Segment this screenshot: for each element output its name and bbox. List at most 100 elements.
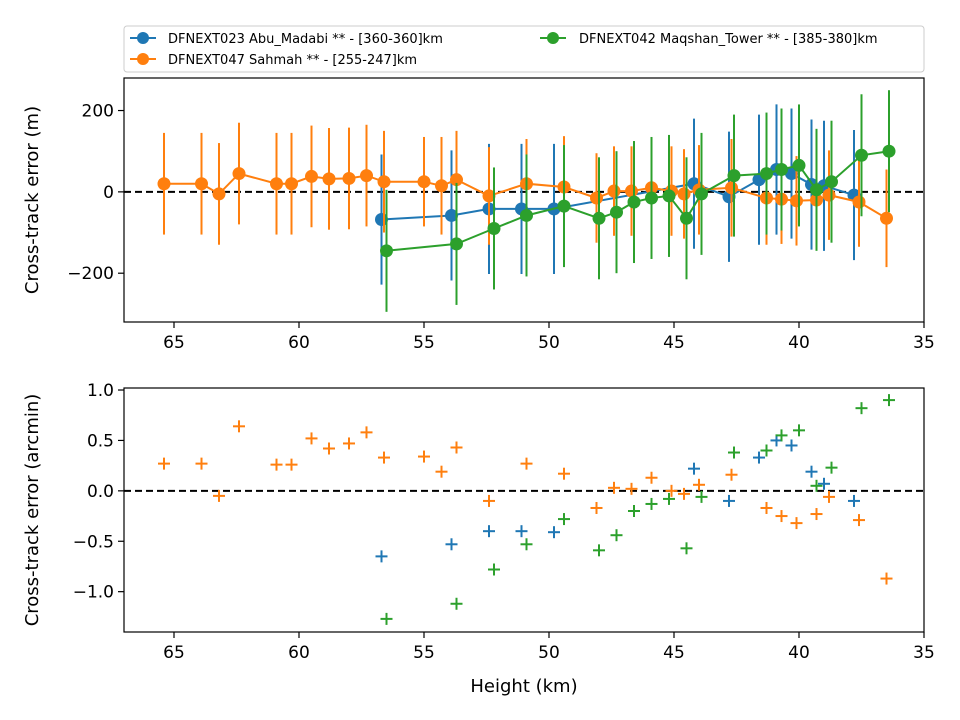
x-tick-label: 60 [288,333,310,353]
top-panel-data [124,90,924,312]
data-point [450,237,463,251]
data-point [775,510,788,523]
data-point [680,542,693,555]
data-point [760,501,773,514]
data-point [520,208,533,222]
data-point [195,457,208,470]
x-tick-label: 45 [663,643,685,663]
data-point [810,183,823,197]
data-point [880,211,893,225]
y-tick-label: 0.0 [87,482,114,502]
data-point [342,171,356,185]
data-point [790,194,803,208]
data-point [883,394,895,407]
data-point [853,514,865,527]
data-point [232,167,246,181]
data-point [628,505,640,518]
data-point [880,572,893,585]
data-point [212,187,226,201]
data-point [487,221,501,235]
data-point [305,432,318,445]
data-point [213,489,225,502]
data-point [663,492,675,505]
series-3 [380,90,896,312]
bottom-panel-data [124,394,924,625]
data-point [607,184,621,198]
data-point [590,191,603,205]
data-point [375,550,388,563]
data-point [158,457,170,470]
data-point [855,148,868,162]
x-tick-label: 35 [913,333,935,353]
data-point [360,169,373,183]
data-point [593,544,605,557]
y-tick-label: −200 [67,264,114,284]
data-point [380,244,393,258]
axes-frame [123,387,925,633]
data-point [677,187,691,201]
data-point [195,177,208,191]
data-point [882,144,896,158]
data-point [792,158,806,172]
bottom-y-axis-label: Cross-track error (arcmin) [22,394,43,627]
data-point [380,612,393,625]
legend-label: DFNEXT023 Abu_Madabi ** - [360-360]km [168,32,443,47]
data-point [760,444,773,457]
data-point [852,195,866,209]
top-y-axis-label: Cross-track error (m) [22,106,43,294]
data-point [270,177,283,191]
x-tick-label: 55 [413,333,435,353]
data-point [445,208,458,222]
bottom-panel: 65 60 55 50 45 40 35 1.0 0.5 0.0 −0.5 −1.0 Cross-tr… [22,381,935,697]
data-point [625,482,638,495]
legend-swatch-marker [137,32,149,44]
data-point [608,481,620,494]
data-point [483,525,495,538]
data-point [790,517,803,530]
data-point [688,462,700,475]
data-point [418,450,430,463]
data-point [625,184,638,198]
data-point [343,437,355,450]
axes-frame [123,77,925,323]
data-point [793,424,805,437]
data-point [270,458,283,471]
data-point [445,538,458,551]
data-point [725,468,738,481]
data-point [322,172,336,186]
data-point [665,484,678,497]
data-point [825,461,838,474]
legend-box [123,25,925,73]
data-point [305,169,318,183]
legend-label: DFNEXT042 Maqshan_Tower ** - [385-380]km [579,32,878,47]
data-point [482,189,496,203]
top-panel: 65 60 55 50 45 40 35 200 0 −200 Cross-track error… [22,77,935,353]
data-point [760,167,773,181]
data-point [818,477,830,490]
y-tick-label: −1.0 [73,583,114,603]
series-2 [158,420,893,585]
data-point [775,429,788,442]
data-point [450,441,463,454]
data-point [435,179,448,193]
data-point [693,478,705,491]
data-point [785,439,798,452]
data-point [695,490,708,503]
data-point [592,211,606,225]
x-axis-label: Height (km) [470,676,577,697]
data-point [557,199,571,213]
series-1 [375,434,860,563]
data-point [822,188,836,202]
x-tick-label: 65 [163,643,185,663]
data-point [610,529,623,542]
data-point [725,181,738,195]
data-point [645,471,658,484]
data-point [810,508,823,521]
legend: DFNEXT023 Abu_Madabi ** - [360-360]km DF… [123,25,925,73]
data-point [515,525,528,538]
legend-label: DFNEXT047 Sahmah ** - [255-247]km [168,53,417,68]
data-point [848,494,860,507]
y-tick-label: 200 [82,102,114,122]
data-point [855,402,868,415]
data-point [233,420,245,433]
